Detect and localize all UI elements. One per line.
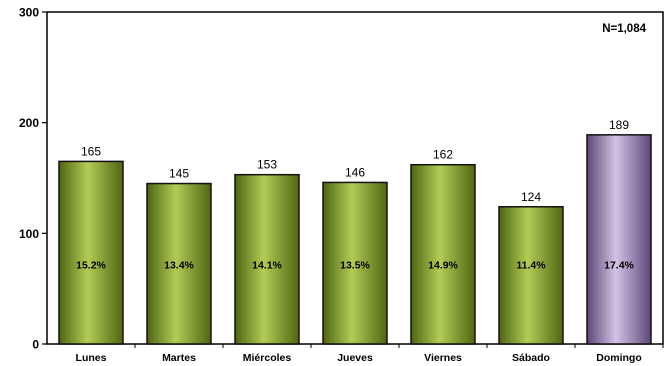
bar-value-label: 153: [257, 158, 277, 172]
bar-jueves: [322, 181, 388, 345]
bar-percentage-label: 11.4%: [516, 260, 546, 272]
y-tick-label: 0: [32, 338, 39, 352]
bar-miércoles: [234, 173, 300, 345]
x-tick-label: Martes: [162, 352, 196, 364]
x-tick-label: Sábado: [512, 352, 550, 364]
x-tick-label: Viernes: [424, 352, 462, 364]
y-tick-label: 300: [19, 6, 39, 20]
sample-size-annotation: N=1,084: [602, 23, 646, 35]
x-axis: Lunes Martes Miércoles Jueves Viernes Sábado D…: [76, 344, 664, 364]
x-tick-label: Jueves: [337, 352, 373, 364]
bar-sábado: [498, 206, 564, 345]
bars: 165 15.2% 145 13.4% 153 14.1% 146 13.5% 162 14.9%…: [58, 118, 652, 345]
x-tick-label: Miércoles: [243, 352, 292, 364]
bar-percentage-label: 14.1%: [252, 260, 282, 272]
bar-percentage-label: 13.5%: [340, 260, 370, 272]
bar-martes: [146, 182, 212, 345]
bar-lunes: [58, 160, 124, 345]
bar-percentage-label: 13.4%: [164, 260, 194, 272]
bar-value-label: 124: [521, 190, 541, 204]
bar-domingo: [586, 134, 652, 345]
bar-value-label: 189: [609, 118, 629, 132]
bar-value-label: 165: [81, 144, 101, 158]
x-tick-label: Domingo: [596, 352, 642, 364]
y-tick-label: 100: [19, 227, 39, 241]
y-tick-label: 200: [19, 116, 39, 130]
x-tick-label: Lunes: [76, 352, 107, 364]
y-axis: 0 100 200 300: [19, 6, 47, 352]
bar-percentage-label: 14.9%: [428, 260, 458, 272]
bar-value-label: 145: [169, 167, 189, 181]
bar-percentage-label: 17.4%: [604, 260, 634, 272]
bar-viernes: [410, 163, 476, 345]
bar-value-label: 162: [433, 148, 453, 162]
bar-percentage-label: 15.2%: [76, 260, 106, 272]
bar-value-label: 146: [345, 165, 365, 179]
